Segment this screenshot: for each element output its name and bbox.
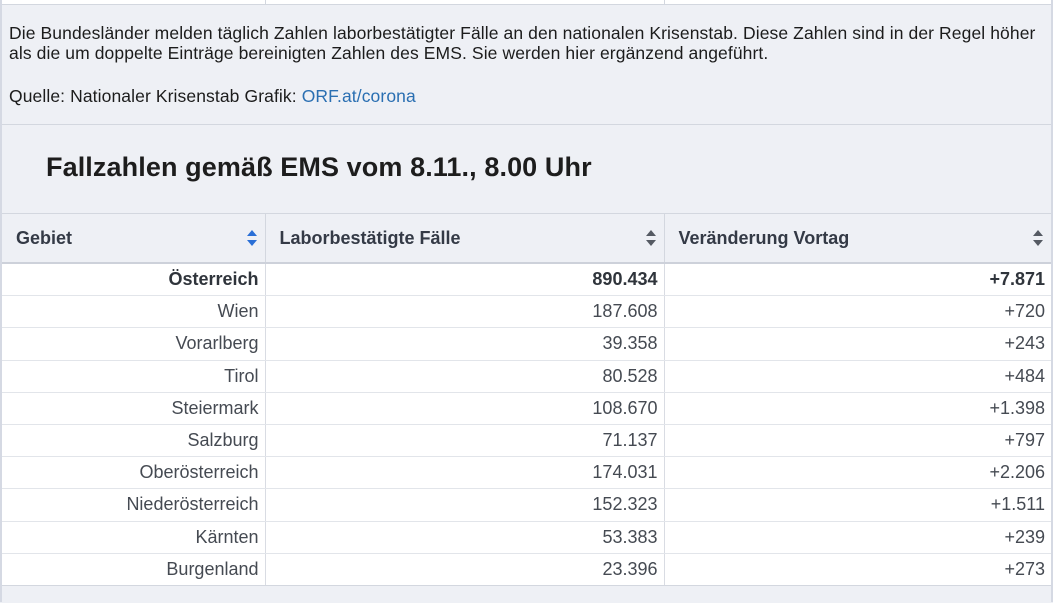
cell-region: Salzburg <box>2 424 266 458</box>
column-divider <box>265 0 266 4</box>
cell-region: Kärnten <box>2 521 266 554</box>
cell-cases: 71.137 <box>265 424 665 458</box>
cell-cases: 152.323 <box>265 488 665 522</box>
cell-change: +273 <box>664 553 1051 586</box>
table-row: Kärnten 53.383 +239 <box>2 521 1051 554</box>
cell-region: Tirol <box>2 360 266 393</box>
source-link[interactable]: ORF.at/corona <box>301 86 416 106</box>
cell-change: +2.206 <box>664 456 1051 490</box>
cell-cases: 23.396 <box>265 553 665 586</box>
cell-change: +720 <box>664 295 1051 329</box>
cell-region: Wien <box>2 295 266 329</box>
column-divider <box>664 0 665 4</box>
column-header-label: Gebiet <box>16 227 73 248</box>
cell-cases: 187.608 <box>265 295 665 329</box>
previous-table-edge <box>2 0 1051 5</box>
table-row: Wien 187.608 +720 <box>2 295 1051 329</box>
table-row: Salzburg 71.137 +797 <box>2 424 1051 458</box>
note-text: Die Bundesländer melden täglich Zahlen l… <box>9 23 1036 63</box>
table-row: Niederösterreich 152.323 +1.511 <box>2 488 1051 522</box>
cell-region: Österreich <box>2 263 266 297</box>
sort-icon[interactable] <box>246 230 257 246</box>
table-header-row: Gebiet Laborbestätigte Fälle Veränderung… <box>2 213 1051 264</box>
source-line: Quelle: Nationaler Krisenstab Grafik: OR… <box>9 86 416 106</box>
footer-band <box>2 585 1051 603</box>
column-header-cases[interactable]: Laborbestätigte Fälle <box>265 213 665 264</box>
cell-change: +484 <box>664 360 1051 393</box>
sort-icon[interactable] <box>1033 230 1043 246</box>
table-row: Oberösterreich 174.031 +2.206 <box>2 456 1051 490</box>
cell-region: Burgenland <box>2 553 266 586</box>
section-title: Fallzahlen gemäß EMS vom 8.11., 8.00 Uhr <box>46 152 592 182</box>
cell-cases: 53.383 <box>265 521 665 554</box>
cell-cases: 108.670 <box>265 392 665 425</box>
cell-change: +243 <box>664 327 1051 361</box>
column-header-label: Veränderung Vortag <box>678 227 850 248</box>
source-label: Quelle: Nationaler Krisenstab Grafik: <box>9 86 302 106</box>
cell-cases: 890.434 <box>265 263 665 297</box>
cell-cases: 174.031 <box>265 456 665 490</box>
cell-cases: 80.528 <box>265 360 665 393</box>
column-header-gebiet[interactable]: Gebiet <box>2 213 266 264</box>
table-row: Vorarlberg 39.358 +243 <box>2 327 1051 361</box>
table-row: Burgenland 23.396 +273 <box>2 553 1051 586</box>
cell-change: +797 <box>664 424 1051 458</box>
cell-cases: 39.358 <box>265 327 665 361</box>
table-row: Steiermark 108.670 +1.398 <box>2 392 1051 425</box>
column-header-label: Laborbestätigte Fälle <box>279 227 461 248</box>
cell-region: Niederösterreich <box>2 488 266 522</box>
table-body: Österreich 890.434 +7.871 Wien 187.608 +720 Vo… <box>2 263 1051 586</box>
cell-change: +1.511 <box>664 488 1051 522</box>
column-header-change[interactable]: Veränderung Vortag <box>664 213 1051 264</box>
sort-icon[interactable] <box>645 230 656 246</box>
cell-change: +1.398 <box>664 392 1051 425</box>
table-row: Tirol 80.528 +484 <box>2 360 1051 393</box>
table-row: Österreich 890.434 +7.871 <box>2 263 1051 297</box>
cell-change: +7.871 <box>664 263 1051 297</box>
cases-table: Gebiet Laborbestätigte Fälle Veränderung… <box>2 213 1051 586</box>
cell-region: Steiermark <box>2 392 266 425</box>
cell-region: Oberösterreich <box>2 456 266 490</box>
cell-change: +239 <box>664 521 1051 554</box>
cell-region: Vorarlberg <box>2 327 266 361</box>
data-source-note: Die Bundesländer melden täglich Zahlen l… <box>2 5 1051 125</box>
